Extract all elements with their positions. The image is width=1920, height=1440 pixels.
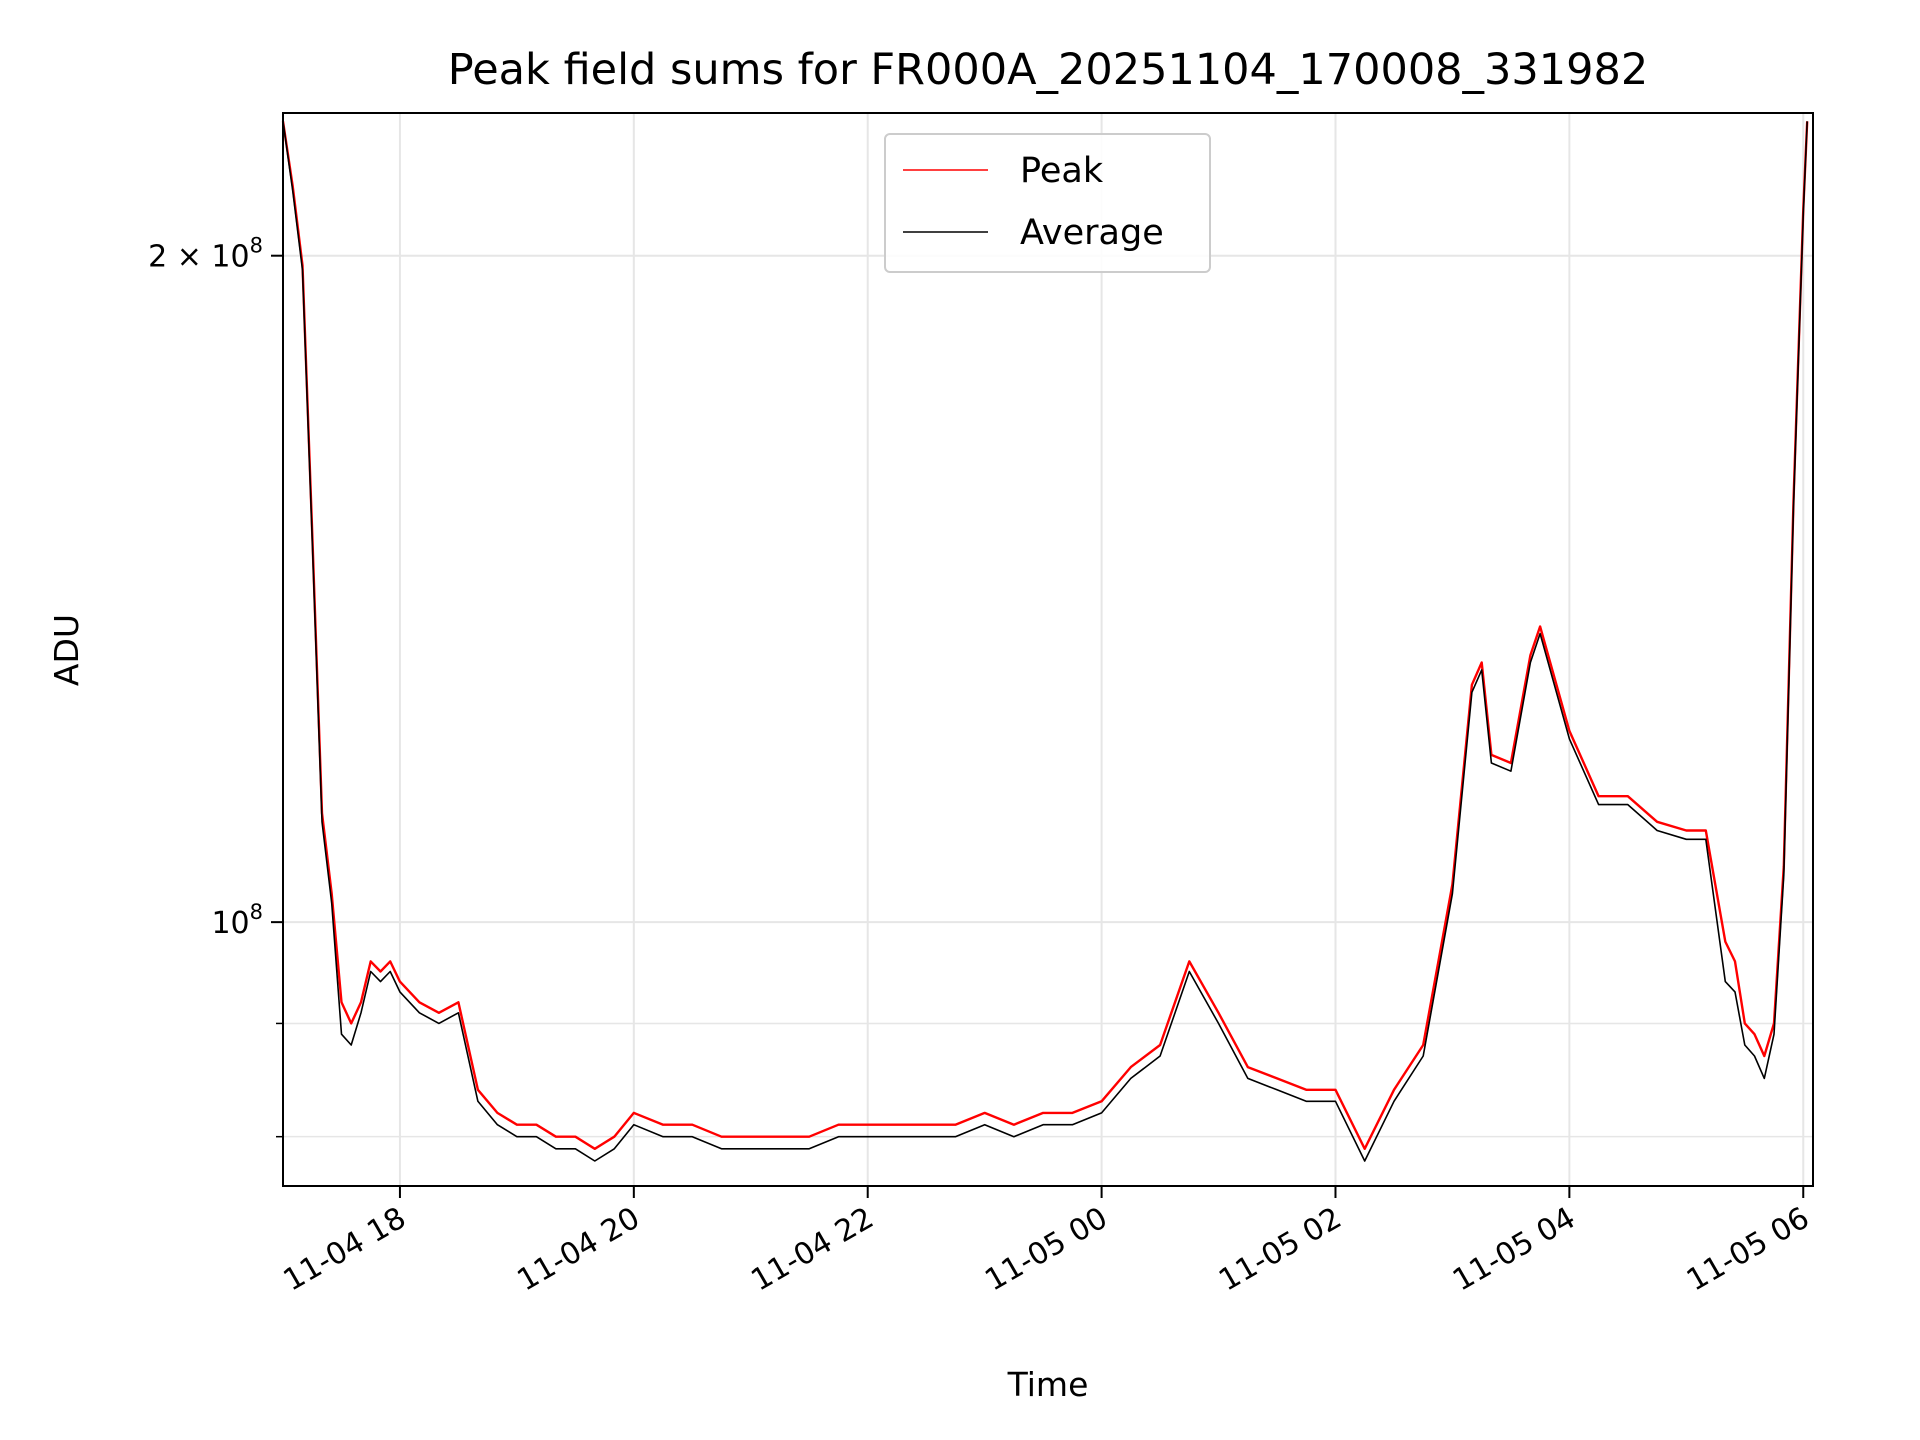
x-axis-title: Time <box>1007 1365 1089 1404</box>
chart-title: Peak field sums for FR000A_20251104_1700… <box>448 45 1648 95</box>
y-axis: 2 × 108 108 <box>148 234 283 1138</box>
y-tick-label: 108 <box>211 900 263 941</box>
series-line-average <box>282 121 1808 1162</box>
plot-frame <box>282 112 1814 1187</box>
grid <box>283 113 1813 1186</box>
legend: Peak Average <box>884 133 1211 273</box>
legend-box <box>884 133 1211 273</box>
legend-label-average: Average <box>1020 213 1164 253</box>
y-tick-label: 2 × 108 <box>148 234 263 275</box>
legend-label-peak: Peak <box>1020 151 1104 191</box>
plot-series <box>281 121 1809 1162</box>
series-line-peak <box>281 121 1809 1151</box>
y-axis-title: ADU <box>47 614 86 686</box>
